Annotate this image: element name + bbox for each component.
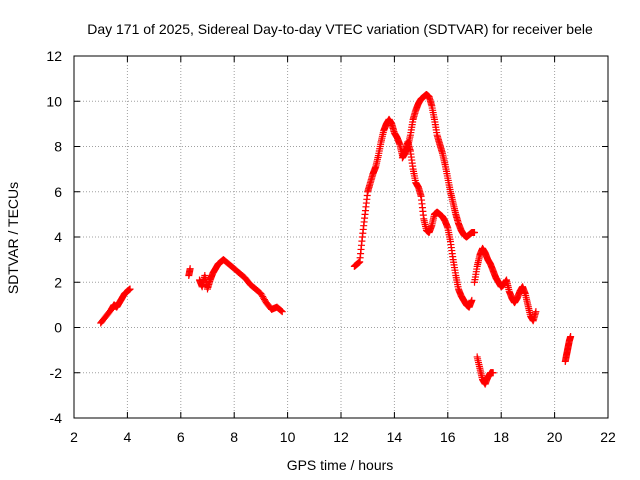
grid (74, 56, 608, 418)
series-arc3 (195, 256, 286, 316)
data-point (186, 265, 194, 273)
y-tick-label: 6 (54, 184, 62, 200)
data-point (468, 296, 476, 304)
x-tick-label: 14 (387, 429, 403, 445)
series-arc6 (471, 244, 540, 325)
x-tick-label: 2 (70, 429, 78, 445)
y-tick-label: 2 (54, 274, 62, 290)
y-tick-label: 8 (54, 139, 62, 155)
x-tick-label: 6 (177, 429, 185, 445)
data-point (471, 228, 478, 236)
x-tick-label: 8 (230, 429, 238, 445)
data-point (532, 308, 540, 316)
series-arc8 (561, 333, 575, 365)
x-tick-label: 16 (440, 429, 456, 445)
y-tick-label: -2 (50, 365, 63, 381)
series-arc1 (97, 285, 134, 327)
data-point (278, 308, 286, 316)
y-tick-label: 4 (54, 229, 62, 245)
x-axis-label: GPS time / hours (287, 457, 394, 473)
data-point (489, 369, 497, 377)
series-arc2 (185, 265, 194, 279)
series-arc7 (473, 353, 497, 388)
y-tick-label: 10 (46, 93, 62, 109)
y-tick-label: -4 (50, 410, 63, 426)
series-arc5 (398, 90, 478, 241)
data-point (567, 333, 575, 341)
x-tick-label: 18 (493, 429, 509, 445)
y-tick-label: 12 (46, 48, 62, 64)
x-tick-label: 12 (333, 429, 349, 445)
x-tick-label: 4 (124, 429, 132, 445)
x-tick-label: 20 (547, 429, 563, 445)
x-tick-label: 10 (280, 429, 296, 445)
y-axis: -4 -2 0 2 4 6 8 10 12 (46, 48, 608, 426)
x-tick-label: 22 (600, 429, 616, 445)
x-axis: 2 4 6 8 10 12 14 16 18 20 22 (70, 56, 616, 445)
y-tick-label: 0 (54, 320, 62, 336)
data-point (277, 307, 285, 315)
data-points (97, 90, 575, 388)
chart-title: Day 171 of 2025, Sidereal Day-to-day VTE… (87, 21, 593, 37)
y-axis-label: SDTVAR / TECUs (5, 182, 21, 294)
data-point (126, 285, 134, 293)
